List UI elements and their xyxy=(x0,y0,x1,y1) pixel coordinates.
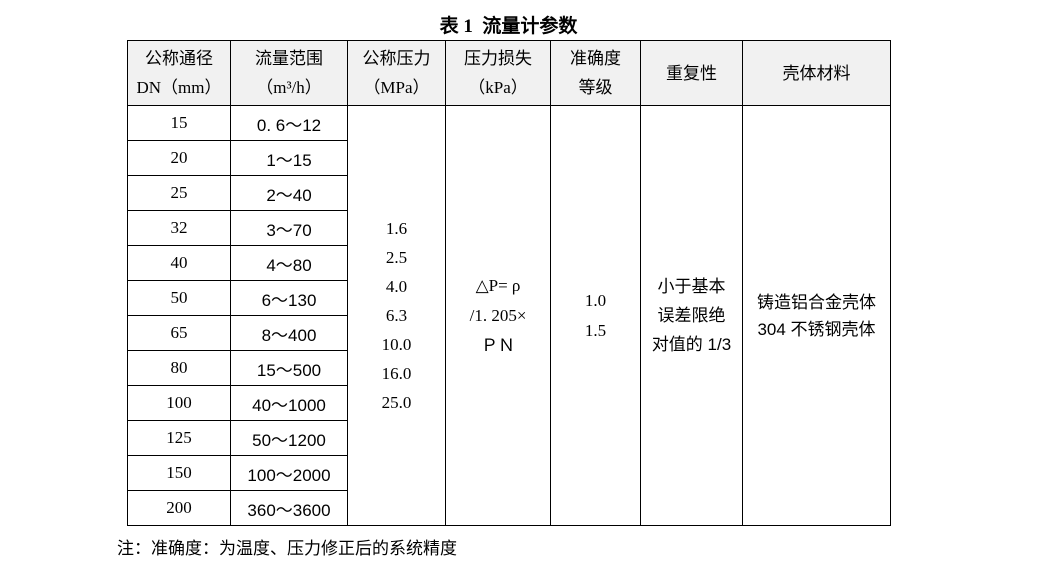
header-pressure-loss: 压力损失 （kPa） xyxy=(445,40,551,106)
header-nominal-pressure: 公称压力 （MPa） xyxy=(347,40,446,106)
header-line: （MPa） xyxy=(363,78,430,97)
pressure-value: 10.0 xyxy=(381,335,412,354)
dn-cell: 65 xyxy=(127,315,231,351)
table-row: 15 0. 6～12 1.6 2.5 4.0 6.3 10.0 16.0 25.… xyxy=(127,105,891,526)
header-line: 准确度 xyxy=(570,49,621,68)
header-line: 压力损失 xyxy=(464,49,532,68)
dn-cell: 32 xyxy=(127,210,231,246)
flow-cell: 4～80 xyxy=(230,245,348,281)
header-line: DN（mm） xyxy=(136,78,222,97)
repeatability-cell: 小于基本 误差限绝 对值的 1/3 xyxy=(640,105,743,526)
header-line: 流量范围 xyxy=(255,49,323,68)
table-row: 65 8～400 xyxy=(127,315,891,351)
pressure-loss-formula-line: ＰＮ xyxy=(481,335,515,355)
header-nominal-diameter: 公称通径 DN（mm） xyxy=(127,40,231,106)
header-housing-material: 壳体材料 xyxy=(742,40,891,106)
table-row: 40 4～80 xyxy=(127,245,891,281)
table-row: 50 6～130 xyxy=(127,280,891,316)
table-row: 25 2～40 xyxy=(127,175,891,211)
table-row: 200 360～3600 xyxy=(127,490,891,526)
table-row: 125 50～1200 xyxy=(127,420,891,456)
pressure-value: 1.6 xyxy=(385,219,408,238)
table-footnote: 注：准确度：为温度、压力修正后的系统精度 xyxy=(117,539,457,558)
flow-cell: 6～130 xyxy=(230,280,348,316)
repeatability-line: 小于基本 xyxy=(657,277,726,296)
dn-cell: 200 xyxy=(127,490,231,526)
table-title: 表 1 流量计参数 xyxy=(439,16,578,37)
dn-cell: 15 xyxy=(127,105,231,141)
table-row: 32 3～70 xyxy=(127,210,891,246)
housing-material-line: 铸造铝合金壳体 xyxy=(757,292,876,312)
flow-cell: 360～3600 xyxy=(230,490,348,526)
pressure-value: 25.0 xyxy=(381,393,412,412)
header-flow-range: 流量范围 （m³/h） xyxy=(230,40,348,106)
repeatability-line: 误差限绝 xyxy=(657,306,726,325)
housing-material-cell: 铸造铝合金壳体 304 不锈钢壳体 xyxy=(742,105,891,526)
pressure-value: 4.0 xyxy=(385,277,408,296)
header-line: （kPa） xyxy=(468,78,528,97)
table-row: 20 1～15 xyxy=(127,140,891,176)
header-line: 壳体材料 xyxy=(782,63,851,83)
accuracy-class-cell: 1.0 1.5 xyxy=(550,105,641,526)
flow-cell: 1～15 xyxy=(230,140,348,176)
dn-cell: 125 xyxy=(127,420,231,456)
repeatability-line: 对值的 1/3 xyxy=(651,335,732,354)
flow-cell: 8～400 xyxy=(230,315,348,351)
dn-cell: 25 xyxy=(127,175,231,211)
header-line: 重复性 xyxy=(666,63,717,83)
header-line: （m³/h） xyxy=(256,78,322,97)
accuracy-value: 1.5 xyxy=(584,320,607,340)
dn-cell: 150 xyxy=(127,455,231,491)
pressure-loss-formula-line: △P= ρ xyxy=(475,275,521,295)
flow-cell: 0. 6～12 xyxy=(230,105,348,141)
header-accuracy-class: 准确度 等级 xyxy=(550,40,641,106)
header-line: 等级 xyxy=(578,78,613,97)
pressure-value: 16.0 xyxy=(381,364,412,383)
flow-cell: 40～1000 xyxy=(230,385,348,421)
table-row: 150 100～2000 xyxy=(127,455,891,491)
flow-cell: 50～1200 xyxy=(230,420,348,456)
pressure-value: 2.5 xyxy=(385,248,408,267)
dn-cell: 50 xyxy=(127,280,231,316)
header-line: 公称通径 xyxy=(145,49,213,68)
flow-cell: 100～2000 xyxy=(230,455,348,491)
housing-material-line: 304 不锈钢壳体 xyxy=(757,319,876,339)
pressure-value: 6.3 xyxy=(385,306,408,325)
pressure-loss-cell: △P= ρ /1. 205× ＰＮ xyxy=(445,105,551,526)
dn-cell: 40 xyxy=(127,245,231,281)
dn-cell: 80 xyxy=(127,350,231,386)
flow-cell: 2～40 xyxy=(230,175,348,211)
table-row: 100 40～1000 xyxy=(127,385,891,421)
flow-meter-parameters-table: 公称通径 DN（mm） 流量范围 （m³/h） 公称压力 （MPa） 压力损失 … xyxy=(127,40,891,526)
flow-cell: 3～70 xyxy=(230,210,348,246)
header-repeatability: 重复性 xyxy=(640,40,743,106)
pressure-loss-formula-line: /1. 205× xyxy=(469,305,527,325)
header-line: 公称压力 xyxy=(362,49,431,68)
dn-cell: 20 xyxy=(127,140,231,176)
dn-cell: 100 xyxy=(127,385,231,421)
nominal-pressure-cell: 1.6 2.5 4.0 6.3 10.0 16.0 25.0 xyxy=(347,105,446,526)
table-header-row: 公称通径 DN（mm） 流量范围 （m³/h） 公称压力 （MPa） 压力损失 … xyxy=(127,40,891,106)
flow-cell: 15～500 xyxy=(230,350,348,386)
accuracy-value: 1.0 xyxy=(584,290,607,310)
table-row: 80 15～500 xyxy=(127,350,891,386)
